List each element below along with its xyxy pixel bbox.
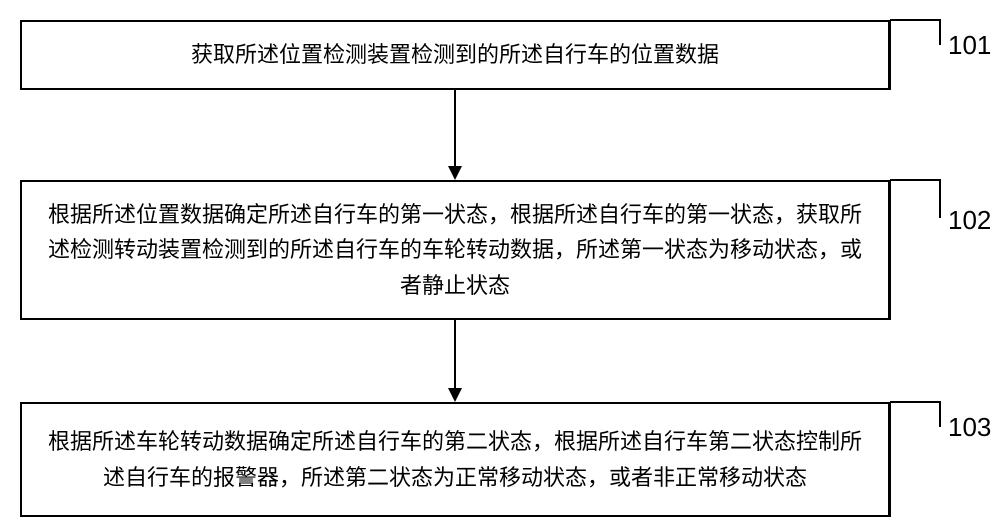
flow-node-3-text: 根据所述车轮转动数据确定所述自行车的第二状态，根据所述自行车第二状态控制所述自行… bbox=[42, 424, 868, 494]
flow-node-1-text: 获取所述位置检测装置检测到的所述自行车的位置数据 bbox=[191, 37, 719, 72]
flow-label-2: 102 bbox=[948, 205, 991, 236]
bracket-2 bbox=[890, 178, 948, 322]
flow-node-1: 获取所述位置检测装置检测到的所述自行车的位置数据 bbox=[20, 20, 890, 90]
flow-label-3: 103 bbox=[948, 412, 991, 443]
bracket-1 bbox=[890, 18, 948, 92]
flow-label-1: 101 bbox=[948, 30, 991, 61]
arrow-2-3 bbox=[445, 320, 465, 404]
flow-node-2-text: 根据所述位置数据确定所述自行车的第一状态，根据所述自行车的第一状态，获取所述检测… bbox=[42, 197, 868, 303]
flow-node-2: 根据所述位置数据确定所述自行车的第一状态，根据所述自行车的第一状态，获取所述检测… bbox=[20, 180, 890, 320]
flow-node-3: 根据所述车轮转动数据确定所述自行车的第二状态，根据所述自行车第二状态控制所述自行… bbox=[20, 402, 890, 517]
bracket-3 bbox=[890, 400, 948, 519]
arrow-1-2 bbox=[445, 90, 465, 182]
flowchart-diagram: 获取所述位置检测装置检测到的所述自行车的位置数据 101 根据所述位置数据确定所… bbox=[0, 0, 1000, 527]
